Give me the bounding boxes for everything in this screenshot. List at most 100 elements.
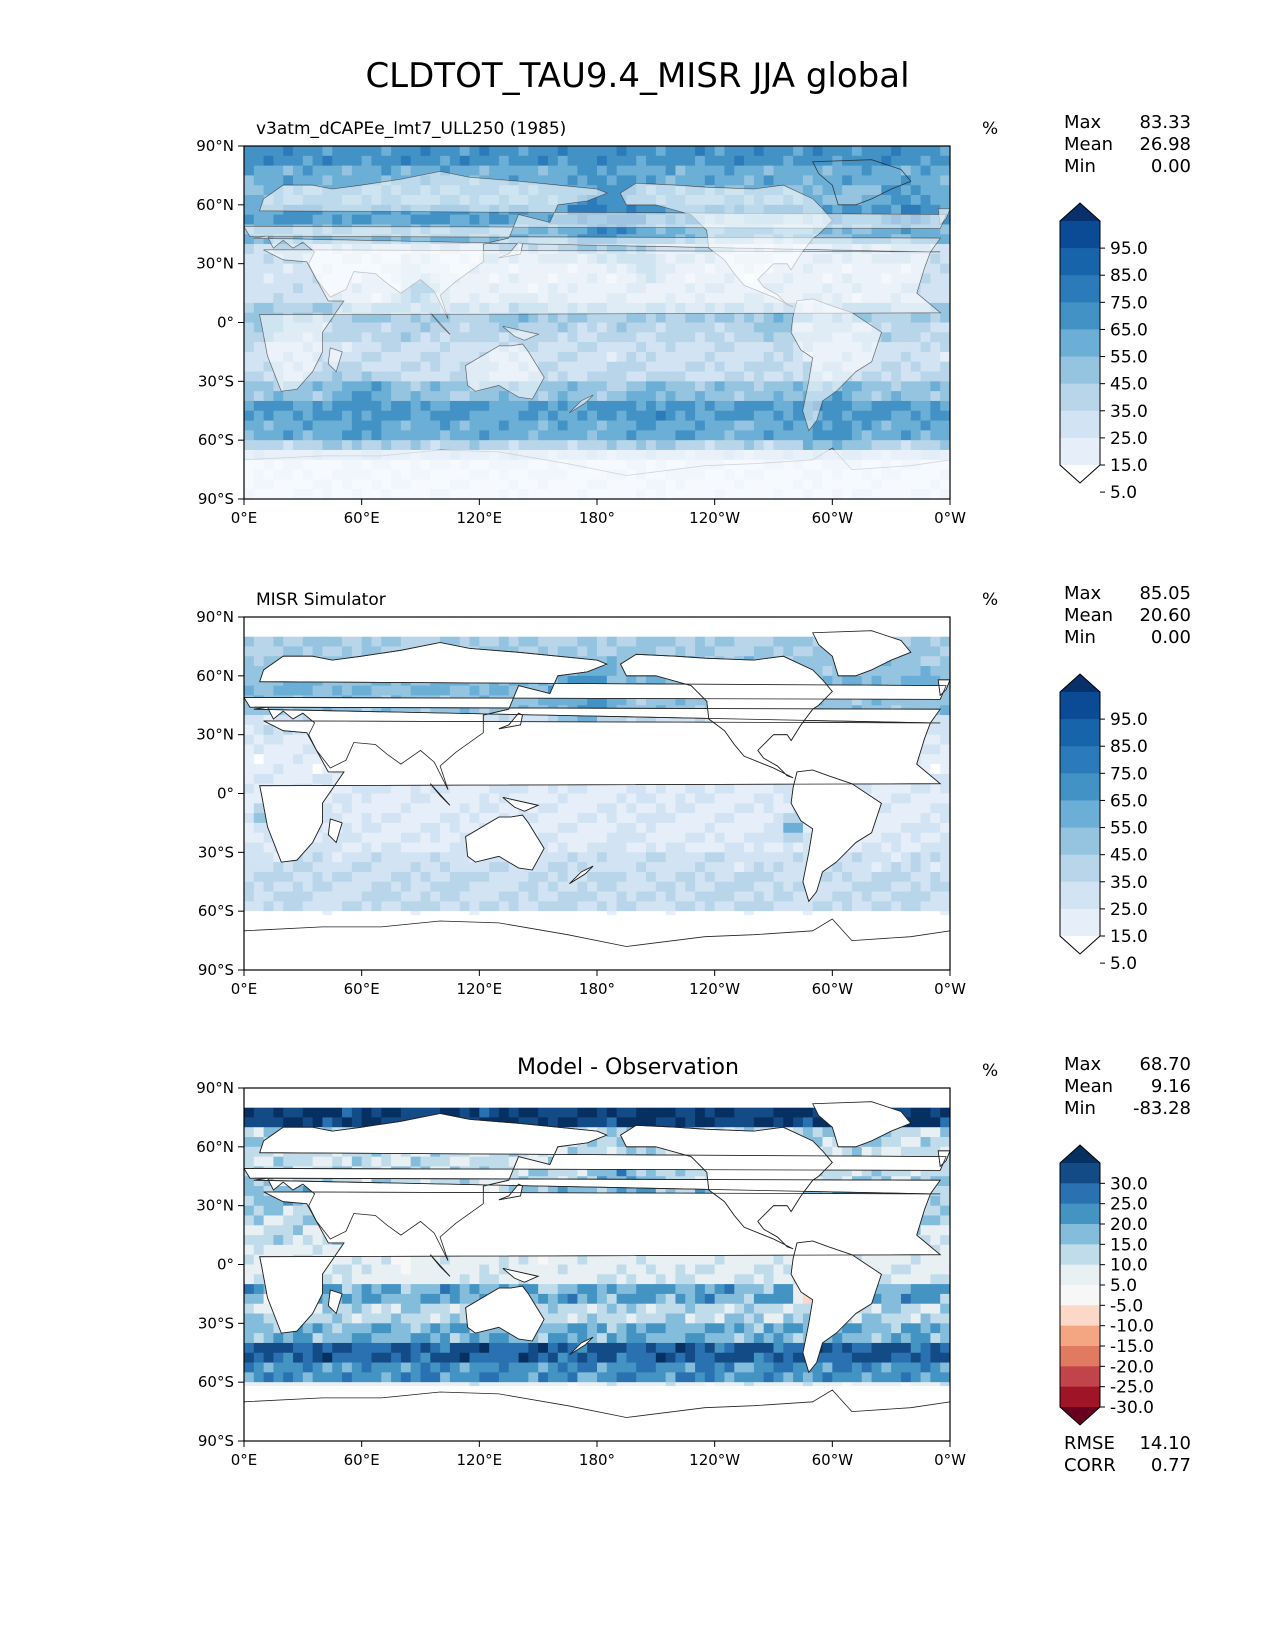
grid-cell <box>930 832 941 843</box>
grid-cell <box>665 430 676 441</box>
grid-cell <box>606 891 618 902</box>
grid-cell <box>312 381 323 392</box>
grid-cell <box>616 656 627 667</box>
grid-cell <box>920 322 931 333</box>
grid-cell <box>342 371 353 382</box>
grid-cell <box>802 832 814 843</box>
grid-cell <box>842 862 853 873</box>
grid-cell <box>469 813 480 824</box>
grid-cell <box>685 332 696 343</box>
grid-cell <box>900 862 912 873</box>
grid-cell <box>557 155 568 167</box>
grid-cell <box>400 342 412 353</box>
grid-cell <box>724 381 735 392</box>
grid-cell <box>440 342 451 353</box>
grid-cell <box>410 430 421 441</box>
grid-cell <box>832 430 843 441</box>
grid-cell <box>606 636 618 647</box>
grid-cell <box>832 400 843 412</box>
grid-cell <box>597 862 608 873</box>
grid-cell <box>302 773 314 785</box>
grid-cell <box>322 832 333 843</box>
grid-cell <box>489 420 500 431</box>
grid-cell <box>695 813 706 824</box>
grid-cell <box>400 901 412 912</box>
grid-cell <box>557 881 568 892</box>
grid-cell <box>920 862 931 873</box>
grid-cell <box>900 852 912 863</box>
grid-cell <box>930 146 941 157</box>
grid-cell <box>342 165 353 176</box>
grid-cell <box>763 822 774 834</box>
grid-cell <box>567 312 578 323</box>
grid-cell <box>312 175 323 186</box>
grid-cell <box>724 351 735 363</box>
grid-cell <box>734 342 745 353</box>
grid-cell <box>763 155 774 167</box>
grid-cell <box>724 155 735 167</box>
grid-cell <box>646 430 657 441</box>
grid-cell <box>940 224 951 235</box>
grid-cell <box>342 803 353 814</box>
grid-cell <box>381 842 392 853</box>
grid-cell <box>273 891 284 902</box>
grid-cell <box>930 744 941 755</box>
grid-cell <box>842 852 853 863</box>
grid-cell <box>665 146 676 157</box>
grid-cell <box>793 822 804 834</box>
grid-cell <box>891 675 902 687</box>
grid-cell <box>704 155 716 167</box>
grid-cell <box>783 832 794 843</box>
grid-cell <box>263 155 274 167</box>
grid-cell <box>273 155 284 167</box>
grid-cell <box>351 842 363 853</box>
grid-cell <box>381 685 392 696</box>
grid-cell <box>381 146 392 157</box>
grid-cell <box>371 342 382 353</box>
grid-cell <box>577 852 588 863</box>
grid-cell <box>842 695 853 706</box>
grid-cell <box>626 312 637 323</box>
grid-cell <box>920 842 931 853</box>
x-tick-label: 120°E <box>457 509 503 527</box>
grid-cell <box>724 400 735 412</box>
grid-cell <box>538 440 549 451</box>
grid-cell <box>361 685 372 696</box>
grid-cell <box>498 410 510 421</box>
grid-cell <box>273 302 284 314</box>
grid-cell <box>244 901 255 912</box>
grid-cell <box>577 322 588 333</box>
grid-cell <box>783 351 794 363</box>
grid-cell <box>391 371 402 382</box>
grid-cell <box>920 175 931 186</box>
grid-cell <box>538 636 549 647</box>
grid-cell <box>910 891 921 902</box>
grid-cell <box>685 891 696 902</box>
grid-cell <box>498 783 510 794</box>
grid-cell <box>410 361 421 372</box>
grid-cell <box>322 636 333 647</box>
grid-cell <box>793 391 804 402</box>
grid-cell <box>753 862 765 873</box>
grid-cell <box>528 146 539 157</box>
grid-cell <box>557 175 568 186</box>
grid-cell <box>724 361 735 372</box>
grid-cell <box>773 783 784 794</box>
grid-cell <box>910 862 921 873</box>
grid-cell <box>665 813 676 824</box>
grid-cell <box>920 440 931 451</box>
grid-cell <box>900 146 912 157</box>
grid-cell <box>822 881 833 892</box>
grid-cell <box>449 371 461 382</box>
grid-cell <box>665 391 676 402</box>
grid-cell <box>704 832 716 843</box>
grid-cell <box>753 881 765 892</box>
grid-cell <box>930 822 941 834</box>
grid-cell <box>430 322 441 333</box>
grid-cell <box>665 410 676 421</box>
grid-cell <box>587 891 598 902</box>
grid-cell <box>302 901 314 912</box>
grid-cell <box>244 293 255 304</box>
stat-label: Mean <box>1064 134 1114 155</box>
grid-cell <box>293 400 304 412</box>
